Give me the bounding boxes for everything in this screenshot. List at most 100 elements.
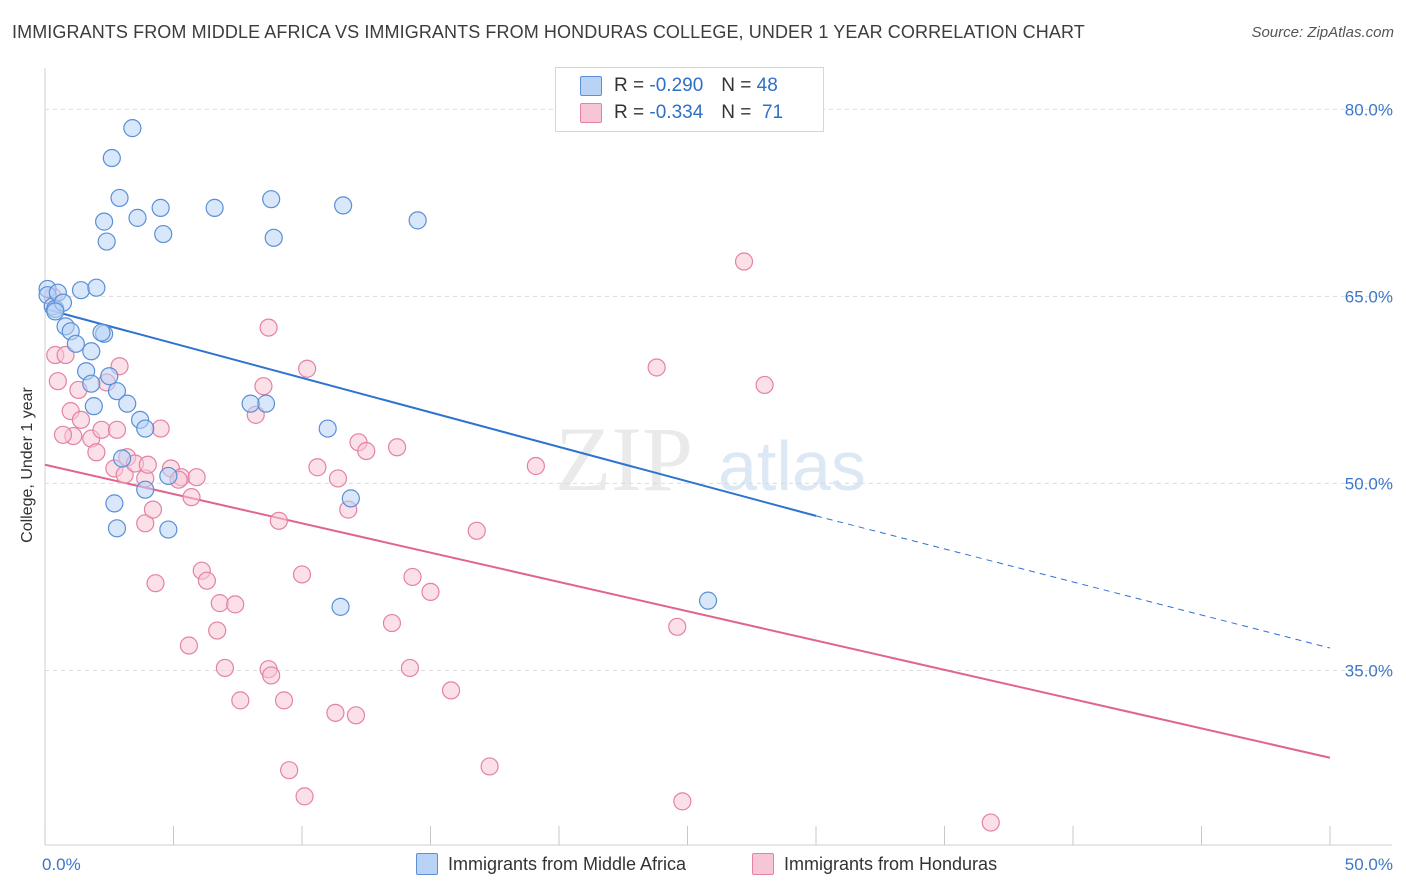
point-middle-africa-31 xyxy=(95,212,114,231)
point-honduras-48 xyxy=(357,441,376,461)
legend-label: Immigrants from Honduras xyxy=(784,853,998,874)
point-middle-africa-42 xyxy=(341,489,360,508)
watermark: ZIP atlas xyxy=(555,408,866,510)
point-middle-africa-43 xyxy=(331,597,350,616)
point-honduras-31 xyxy=(215,658,234,678)
point-honduras-56 xyxy=(421,582,440,602)
point-middle-africa-37 xyxy=(334,196,353,215)
legend-swatch-blue xyxy=(416,853,438,875)
point-honduras-19 xyxy=(143,500,163,519)
point-honduras-63 xyxy=(673,792,692,811)
x-tick-label-0: 0.0% xyxy=(42,855,81,874)
point-honduras-66 xyxy=(981,813,1000,832)
point-honduras-3 xyxy=(56,345,75,365)
legend-item-middle-africa: Immigrants from Middle Africa xyxy=(416,852,686,876)
point-honduras-39 xyxy=(262,666,281,685)
point-honduras-62 xyxy=(668,617,687,636)
stats-row-honduras: R = -0.334 N = 71 xyxy=(580,101,783,125)
r-label: R = xyxy=(614,75,645,96)
point-middle-africa-23 xyxy=(105,494,124,513)
point-honduras-43 xyxy=(298,359,317,378)
tick-labels: 80.0% 65.0% 50.0% 35.0% 0.0% 50.0% xyxy=(42,100,1393,874)
point-honduras-45 xyxy=(328,469,348,488)
n-label: N = xyxy=(721,102,752,123)
point-honduras-51 xyxy=(295,787,314,806)
point-middle-africa-21 xyxy=(159,466,178,486)
point-middle-africa-17 xyxy=(118,394,137,413)
n-value: 48 xyxy=(756,75,778,96)
point-honduras-55 xyxy=(403,567,422,587)
r-value: -0.290 xyxy=(649,75,704,96)
legend-swatch-pink xyxy=(752,853,774,875)
point-honduras-53 xyxy=(387,438,407,457)
point-honduras-60 xyxy=(526,456,545,476)
point-middle-africa-33 xyxy=(123,119,142,138)
point-middle-africa-30 xyxy=(154,224,173,244)
point-honduras-54 xyxy=(400,658,420,678)
point-honduras-50 xyxy=(326,703,345,722)
point-honduras-26 xyxy=(179,636,199,655)
point-middle-africa-15 xyxy=(82,374,101,393)
point-honduras-12 xyxy=(107,420,127,439)
point-middle-africa-9 xyxy=(87,278,106,297)
y-tick-label-1: 65.0% xyxy=(1345,287,1393,306)
point-honduras-52 xyxy=(382,613,402,633)
point-middle-africa-36 xyxy=(264,228,283,247)
point-honduras-5 xyxy=(71,410,91,429)
legend-swatch-blue xyxy=(580,76,602,96)
legend-item-honduras: Immigrants from Honduras xyxy=(752,852,997,876)
y-tick-label-0: 80.0% xyxy=(1345,100,1393,119)
chart-title: IMMIGRANTS FROM MIDDLE AFRICA VS IMMIGRA… xyxy=(12,22,1085,42)
source-label: Source: ZipAtlas.com xyxy=(1251,24,1394,41)
point-honduras-8 xyxy=(87,443,106,462)
point-honduras-40 xyxy=(274,691,294,710)
x-tick-label-1: 50.0% xyxy=(1345,855,1393,874)
trend-line-middle-africa xyxy=(44,307,817,517)
point-honduras-37 xyxy=(269,511,288,530)
legend-label: Immigrants from Middle Africa xyxy=(448,853,687,874)
point-middle-africa-38 xyxy=(408,211,427,230)
watermark-zip: ZIP xyxy=(555,408,693,510)
point-honduras-61 xyxy=(647,358,666,377)
n-label: N = xyxy=(721,75,752,96)
point-middle-africa-45 xyxy=(46,302,65,321)
point-honduras-33 xyxy=(231,691,250,710)
point-middle-africa-46 xyxy=(92,323,111,342)
point-middle-africa-12 xyxy=(100,367,119,386)
point-honduras-69 xyxy=(53,425,73,444)
point-middle-africa-11 xyxy=(82,342,101,361)
point-honduras-49 xyxy=(346,706,366,725)
point-honduras-2 xyxy=(48,372,67,391)
trend-lines xyxy=(44,307,1331,759)
point-honduras-41 xyxy=(280,761,299,780)
stats-row-middle-africa: R = -0.290 N = 48 xyxy=(580,74,778,98)
point-middle-africa-20 xyxy=(136,419,155,438)
point-honduras-20 xyxy=(151,419,170,438)
point-middle-africa-27 xyxy=(110,188,129,208)
point-middle-africa-44 xyxy=(698,591,718,610)
point-middle-africa-35 xyxy=(262,190,281,209)
point-honduras-28 xyxy=(197,571,217,590)
y-tick-label-2: 50.0% xyxy=(1345,474,1393,493)
axes xyxy=(44,68,1392,846)
point-honduras-30 xyxy=(208,621,227,640)
point-middle-africa-28 xyxy=(128,208,147,227)
point-middle-africa-13 xyxy=(107,382,127,401)
legend-swatch-pink xyxy=(580,103,602,123)
point-honduras-32 xyxy=(226,595,245,614)
point-honduras-24 xyxy=(187,468,206,487)
stats-legend: R = -0.290 N = 48 R = -0.334 N = 71 xyxy=(555,67,824,132)
point-honduras-17 xyxy=(136,514,155,533)
point-middle-africa-29 xyxy=(151,198,170,217)
n-value: 71 xyxy=(761,102,784,123)
point-honduras-9 xyxy=(92,420,111,439)
point-honduras-58 xyxy=(467,521,486,540)
point-middle-africa-8 xyxy=(71,281,91,300)
point-middle-africa-47 xyxy=(66,334,85,353)
point-middle-africa-34 xyxy=(205,198,224,217)
point-middle-africa-24 xyxy=(107,519,127,538)
point-honduras-36 xyxy=(259,318,278,337)
point-honduras-18 xyxy=(138,455,157,474)
point-honduras-29 xyxy=(210,594,229,613)
